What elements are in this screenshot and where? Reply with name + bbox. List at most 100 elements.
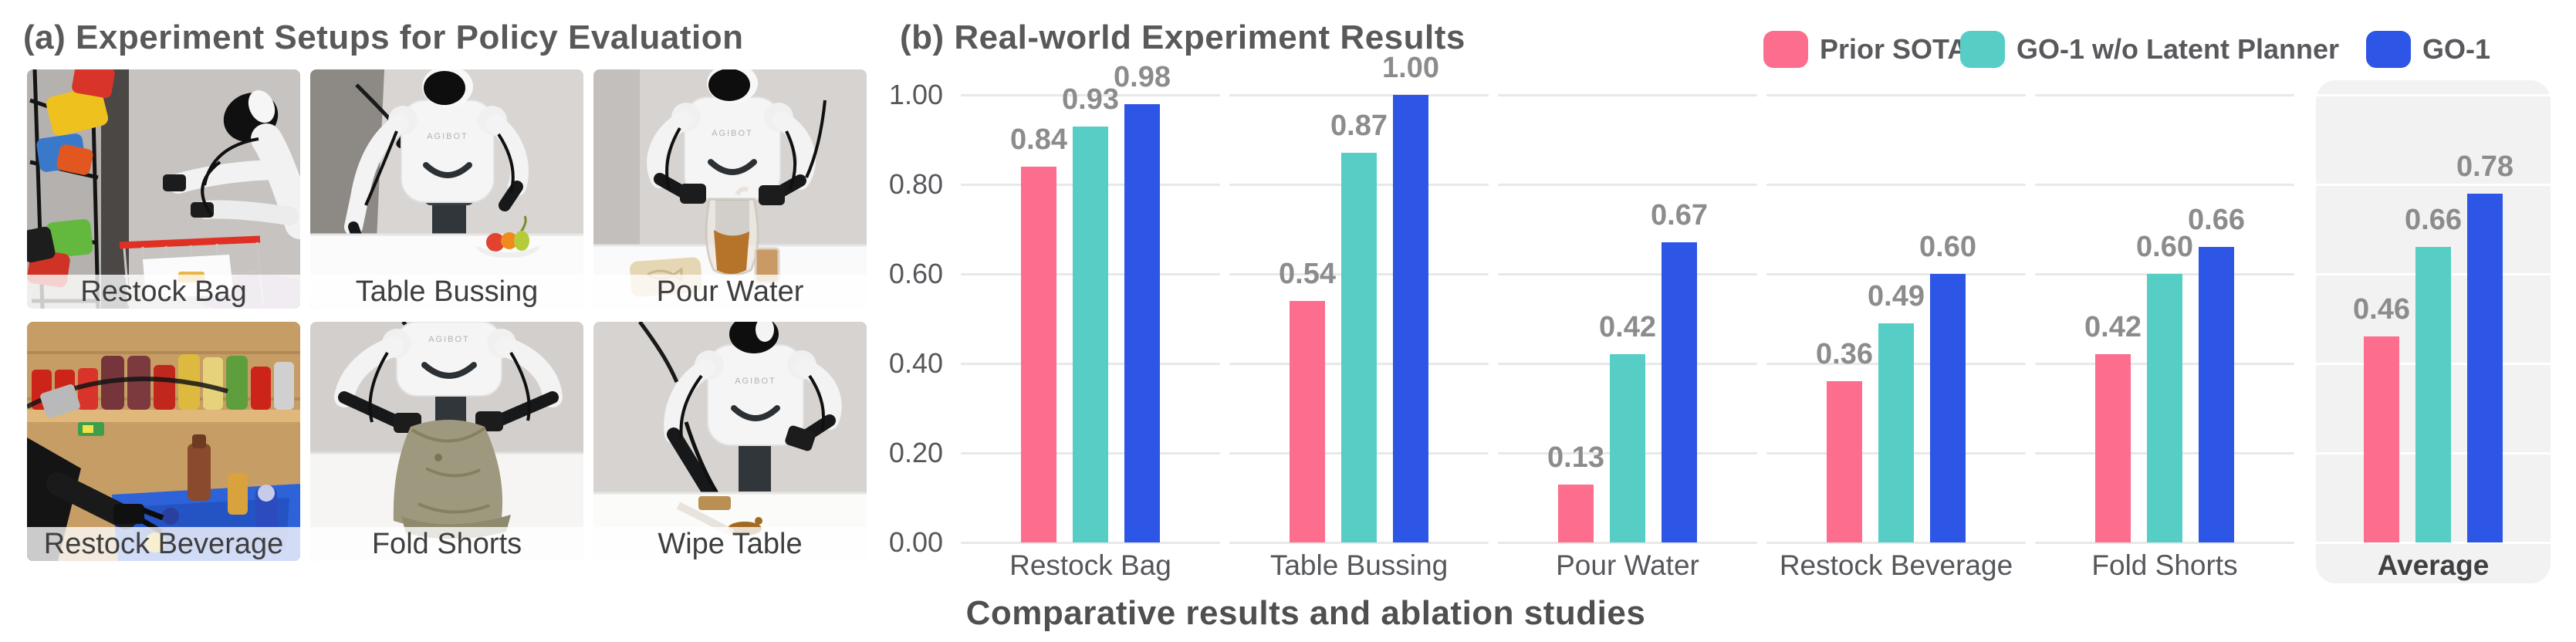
svg-text:AGIBOT: AGIBOT bbox=[712, 129, 753, 138]
y-tick-0.00: 0.00 bbox=[888, 526, 943, 558]
value-label-go-1-restock-bag: 0.98 bbox=[1114, 61, 1171, 93]
bar-prior-sota-table-bussing bbox=[1290, 301, 1325, 542]
panel-a-title: (a) Experiment Setups for Policy Evaluat… bbox=[23, 19, 744, 56]
value-label-prior-sota-average: 0.46 bbox=[2353, 293, 2410, 326]
bar-go-1-pour-water bbox=[1662, 242, 1697, 542]
bar-go-1-w-o-latent-planner-restock-beverage bbox=[1878, 323, 1914, 542]
x-category-label-restock-bag: Restock Bag bbox=[1009, 549, 1171, 581]
value-label-go-1-restock-beverage: 0.60 bbox=[1919, 231, 1976, 263]
photo-restock-bag: Restock Bag bbox=[27, 69, 300, 309]
gridline-1.00 bbox=[2304, 94, 2563, 96]
y-tick-1.00: 1.00 bbox=[888, 79, 943, 110]
value-label-go-1-w-o-latent-planner-restock-bag: 0.93 bbox=[1062, 83, 1119, 116]
gridline-0.80 bbox=[2035, 184, 2294, 186]
legend-swatch-go1-wo-latent-planner bbox=[1960, 31, 2005, 68]
bar-prior-sota-restock-bag bbox=[1021, 167, 1056, 542]
bar-go-1-w-o-latent-planner-restock-bag bbox=[1073, 127, 1108, 542]
svg-text:AGIBOT: AGIBOT bbox=[735, 377, 776, 386]
y-tick-0.40: 0.40 bbox=[888, 347, 943, 379]
bar-go-1-restock-beverage bbox=[1930, 274, 1966, 542]
gridline-0.60 bbox=[1498, 273, 1757, 275]
x-category-label-pour-water: Pour Water bbox=[1556, 549, 1699, 581]
photo-label-restock-bag: Restock Bag bbox=[27, 275, 300, 309]
facet-table-bussing: 0.54 0.87 1.00 Table Bussing bbox=[1229, 0, 1489, 642]
value-label-prior-sota-restock-beverage: 0.36 bbox=[1816, 338, 1873, 370]
facet-restock-beverage: 0.36 0.49 0.60 Restock Beverage bbox=[1766, 0, 2026, 642]
gridline-1.00 bbox=[1498, 94, 1757, 96]
robot-scene-restock-bag-image bbox=[27, 69, 300, 309]
gridline-0.60 bbox=[1766, 273, 2026, 275]
robot-scene-fold-shorts-image: AGIBOT bbox=[310, 322, 583, 561]
y-tick-0.60: 0.60 bbox=[888, 258, 943, 289]
gridline-0.00 bbox=[1766, 542, 2026, 544]
x-category-label-fold-shorts: Fold Shorts bbox=[2091, 549, 2238, 581]
svg-text:AGIBOT: AGIBOT bbox=[427, 132, 468, 141]
bar-chart: 0.84 0.93 0.98 Restock Bag 0.54 0.87 1.00 Table… bbox=[961, 0, 2576, 642]
legend-label-go1-wo-latent-planner: GO-1 w/o Latent Planner bbox=[2017, 33, 2340, 65]
y-tick-0.80: 0.80 bbox=[888, 168, 943, 200]
x-category-label-table-bussing: Table Bussing bbox=[1269, 549, 1449, 581]
photo-fold-shorts: AGIBOT Fold Shorts bbox=[310, 322, 583, 561]
value-label-prior-sota-restock-bag: 0.84 bbox=[1010, 123, 1067, 156]
legend-swatch-prior-sota bbox=[1763, 31, 1808, 68]
value-label-go-1-w-o-latent-planner-table-bussing: 0.87 bbox=[1330, 110, 1388, 142]
photo-wipe-table: AGIBOT Wipe Table bbox=[593, 322, 867, 561]
value-label-prior-sota-pour-water: 0.13 bbox=[1547, 441, 1604, 474]
value-label-go-1-fold-shorts: 0.66 bbox=[2188, 204, 2245, 236]
bar-go-1-table-bussing bbox=[1393, 95, 1428, 542]
svg-text:AGIBOT: AGIBOT bbox=[428, 335, 470, 344]
gridline-1.00 bbox=[2035, 94, 2294, 96]
bar-prior-sota-restock-beverage bbox=[1827, 381, 1862, 542]
legend-item-prior-sota: Prior SOTA bbox=[1763, 31, 1967, 68]
value-label-go-1-w-o-latent-planner-fold-shorts: 0.60 bbox=[2136, 231, 2193, 263]
x-category-label-restock-beverage: Restock Beverage bbox=[1779, 549, 2013, 581]
value-label-go-1-table-bussing: 1.00 bbox=[1382, 52, 1439, 84]
facet-average: 0.46 0.66 0.78 Average bbox=[2304, 0, 2563, 642]
photo-label-restock-beverage: Restock Beverage bbox=[27, 527, 300, 561]
photo-label-pour-water: Pour Water bbox=[593, 275, 867, 309]
value-label-prior-sota-table-bussing: 0.54 bbox=[1279, 258, 1336, 290]
panel-b-title: (b) Real-world Experiment Results bbox=[900, 19, 1465, 56]
gridline-0.00 bbox=[2304, 542, 2563, 544]
bar-go-1-average bbox=[2467, 194, 2503, 542]
y-tick-0.20: 0.20 bbox=[888, 437, 943, 468]
bar-go-1-w-o-latent-planner-fold-shorts bbox=[2147, 274, 2182, 542]
legend-item-go1: GO-1 bbox=[2366, 31, 2490, 68]
photo-label-wipe-table: Wipe Table bbox=[593, 527, 867, 561]
y-axis: 1.00 0.80 0.60 0.40 0.20 0.00 bbox=[803, 0, 943, 642]
legend-item-go1-wo-latent-planner: GO-1 w/o Latent Planner bbox=[1960, 31, 2339, 68]
value-label-go-1-w-o-latent-planner-average: 0.66 bbox=[2405, 204, 2462, 236]
gridline-1.00 bbox=[1766, 94, 2026, 96]
legend-label-go1: GO-1 bbox=[2422, 33, 2491, 65]
value-label-go-1-w-o-latent-planner-pour-water: 0.42 bbox=[1599, 311, 1656, 343]
facet-restock-bag: 0.84 0.93 0.98 Restock Bag bbox=[961, 0, 1220, 642]
photo-label-table-bussing: Table Bussing bbox=[310, 275, 583, 309]
value-label-go-1-pour-water: 0.67 bbox=[1651, 199, 1708, 231]
bar-prior-sota-average bbox=[2364, 336, 2399, 542]
photo-pour-water: AGIBOT Pour Water bbox=[593, 69, 867, 309]
x-category-label-average: Average bbox=[2377, 549, 2490, 581]
bar-go-1-restock-bag bbox=[1124, 104, 1160, 542]
bar-go-1-fold-shorts bbox=[2199, 247, 2234, 542]
bar-go-1-w-o-latent-planner-pour-water bbox=[1610, 354, 1645, 542]
bar-go-1-w-o-latent-planner-average bbox=[2415, 247, 2451, 542]
bar-prior-sota-pour-water bbox=[1558, 485, 1594, 542]
gridline-0.80 bbox=[2304, 184, 2563, 186]
gridline-0.00 bbox=[1498, 542, 1757, 544]
gridline-0.80 bbox=[1498, 184, 1757, 186]
robot-scene-table-bussing-image: AGIBOT bbox=[310, 69, 583, 309]
gridline-0.80 bbox=[1766, 184, 2026, 186]
photo-table-bussing: AGIBOT Table Bussing bbox=[310, 69, 583, 309]
legend-label-prior-sota: Prior SOTA bbox=[1820, 33, 1968, 65]
gridline-0.00 bbox=[961, 542, 1220, 544]
robot-scene-restock-beverage-image bbox=[27, 322, 300, 561]
photo-grid: Restock Bag AGIBOT bbox=[27, 69, 867, 561]
photo-restock-beverage: Restock Beverage bbox=[27, 322, 300, 561]
figure-caption: Comparative results and ablation studies bbox=[965, 594, 1646, 632]
gridline-1.00 bbox=[961, 94, 1220, 96]
value-label-go-1-w-o-latent-planner-restock-beverage: 0.49 bbox=[1868, 280, 1925, 313]
legend-swatch-go1 bbox=[2366, 31, 2411, 68]
photo-label-fold-shorts: Fold Shorts bbox=[310, 527, 583, 561]
bar-prior-sota-fold-shorts bbox=[2095, 354, 2131, 542]
